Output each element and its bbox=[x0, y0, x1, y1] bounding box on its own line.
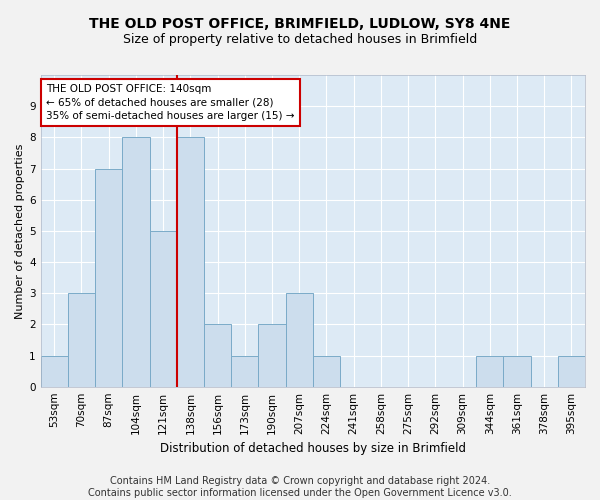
Y-axis label: Number of detached properties: Number of detached properties bbox=[15, 143, 25, 318]
Bar bbox=[558, 356, 585, 386]
Bar bbox=[68, 293, 95, 386]
Bar bbox=[286, 293, 313, 386]
Bar bbox=[149, 231, 177, 386]
Text: Size of property relative to detached houses in Brimfield: Size of property relative to detached ho… bbox=[123, 32, 477, 46]
Bar bbox=[231, 356, 259, 386]
Bar bbox=[122, 138, 149, 386]
Bar bbox=[204, 324, 231, 386]
Bar bbox=[177, 138, 204, 386]
Bar bbox=[476, 356, 503, 386]
Bar bbox=[313, 356, 340, 386]
Text: THE OLD POST OFFICE: 140sqm
← 65% of detached houses are smaller (28)
35% of sem: THE OLD POST OFFICE: 140sqm ← 65% of det… bbox=[46, 84, 295, 121]
Bar bbox=[503, 356, 530, 386]
Bar bbox=[41, 356, 68, 386]
Bar bbox=[95, 168, 122, 386]
Text: Contains HM Land Registry data © Crown copyright and database right 2024.
Contai: Contains HM Land Registry data © Crown c… bbox=[88, 476, 512, 498]
Text: THE OLD POST OFFICE, BRIMFIELD, LUDLOW, SY8 4NE: THE OLD POST OFFICE, BRIMFIELD, LUDLOW, … bbox=[89, 18, 511, 32]
X-axis label: Distribution of detached houses by size in Brimfield: Distribution of detached houses by size … bbox=[160, 442, 466, 455]
Bar bbox=[259, 324, 286, 386]
